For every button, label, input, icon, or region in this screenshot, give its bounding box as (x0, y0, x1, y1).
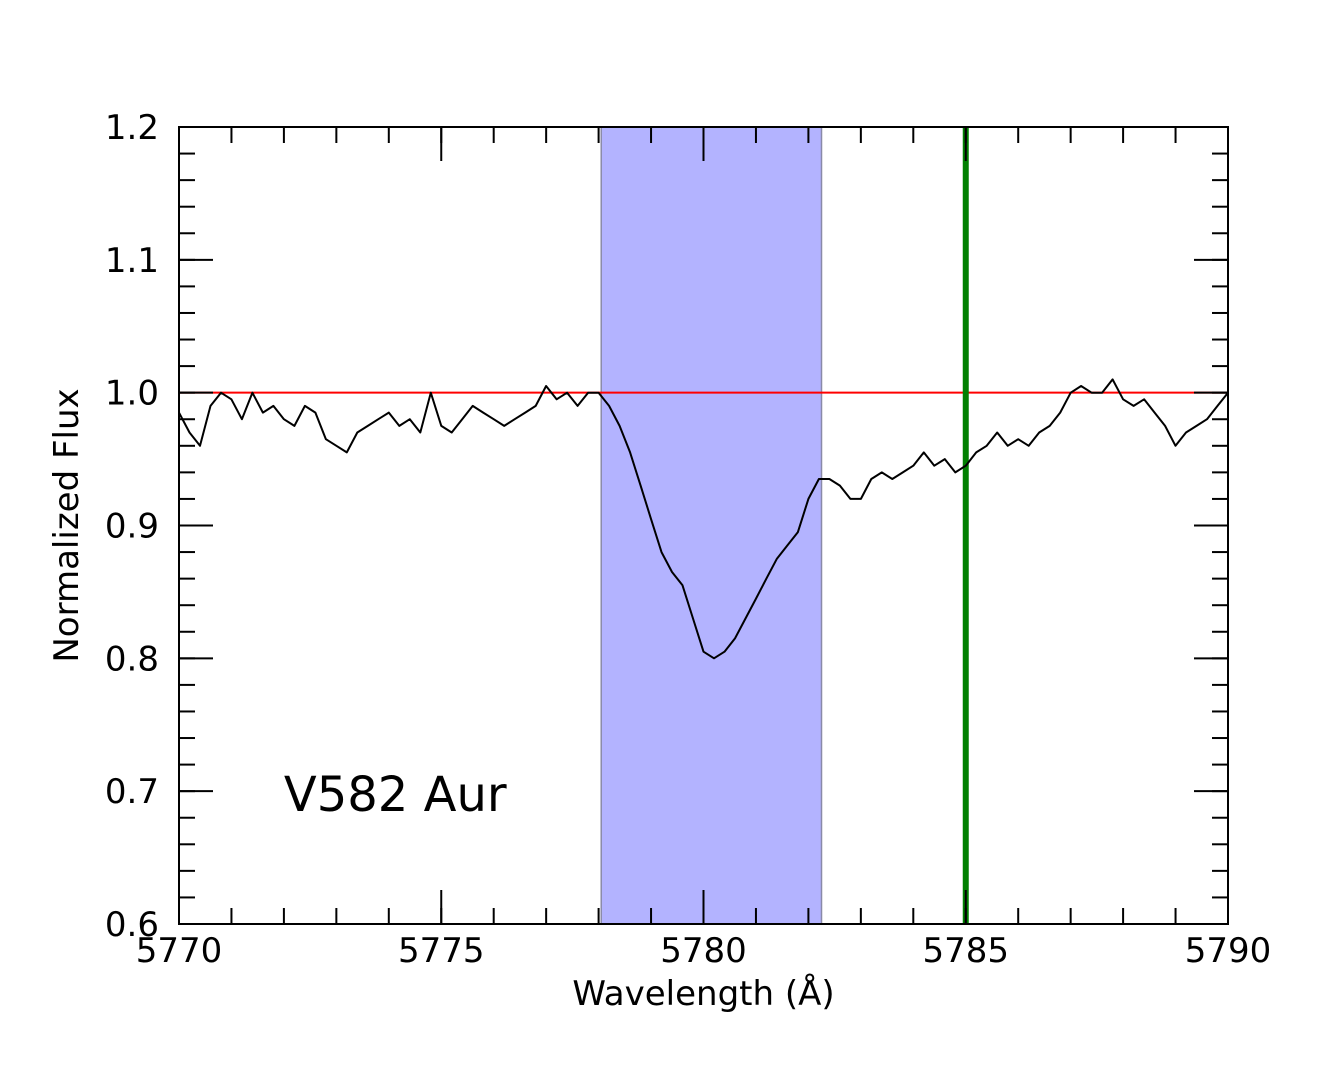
y-tick-label: 1.0 (105, 374, 159, 414)
band-layer (600, 127, 823, 924)
y-tick-label: 0.9 (105, 507, 159, 547)
series-layer (178, 378, 1229, 660)
y-axis-label: Normalized Flux (47, 388, 87, 662)
y-tick-label: 0.7 (105, 772, 159, 812)
ticks-layer (178, 126, 1229, 925)
x-tick-label: 5775 (398, 931, 485, 971)
y-tick-label: 1.1 (105, 241, 159, 281)
shaded-band (601, 127, 822, 924)
x-tick-label: 5785 (922, 931, 1009, 971)
x-tick-label: 5770 (136, 931, 223, 971)
x-tick-label: 5790 (1185, 931, 1272, 971)
series-line-0 (178, 378, 1229, 660)
y-tick-label: 0.8 (105, 639, 159, 679)
x-tick-label: 5780 (660, 931, 747, 971)
tick-labels-layer: 5770 5775 5780 5785 5790 0.6 0.7 0.8 0.9 1.0 1.1 1.… (105, 108, 1271, 971)
y-tick-label: 0.6 (105, 905, 159, 945)
y-tick-label: 1.2 (105, 108, 159, 148)
star-name-annotation: V582 Aur (284, 767, 507, 823)
reference-lines-layer (179, 127, 1228, 924)
x-axis-label: Wavelength (Å) (572, 973, 834, 1014)
